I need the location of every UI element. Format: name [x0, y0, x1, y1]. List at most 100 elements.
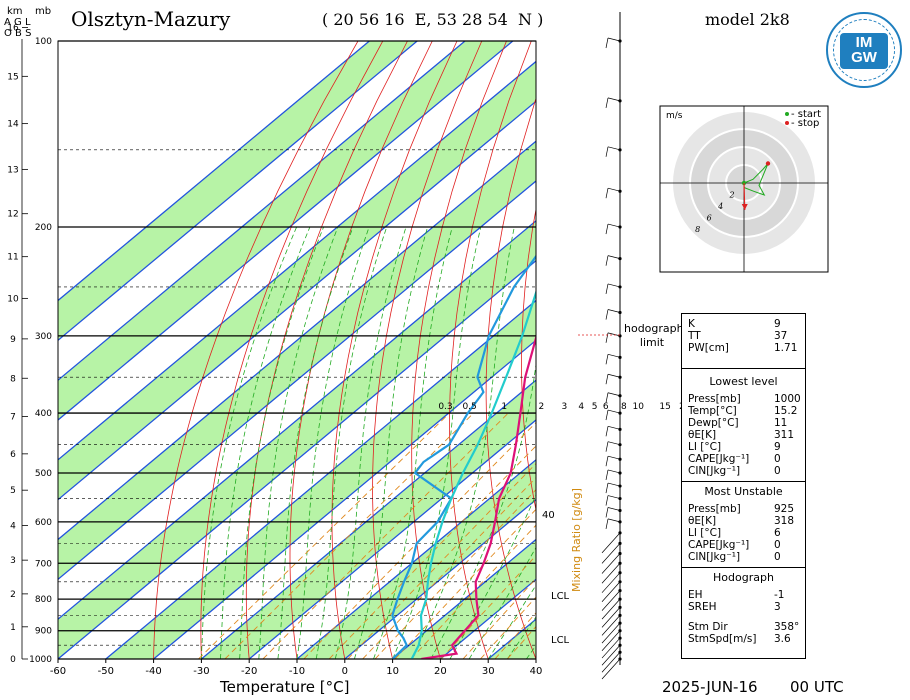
general-index-row: PW[cm] 1.71	[682, 342, 805, 354]
most-unstable-key: CAPE[Jkg⁻¹]	[688, 539, 750, 551]
profile-line-1	[391, 254, 536, 659]
hodograph-trace	[743, 163, 769, 196]
wind-barb	[607, 518, 621, 523]
isotherm	[200, 379, 536, 659]
isotherm	[58, 41, 418, 342]
obs-label: O B S	[4, 28, 32, 39]
most-unstable-key: θE[K]	[688, 515, 717, 527]
general-index-value: 37	[774, 330, 788, 342]
most-unstable-title: Most Unstable	[704, 485, 783, 498]
most-unstable-row: θE[K] 318	[682, 515, 805, 527]
mixing-ratio-label: 1	[501, 402, 507, 412]
pressure-tick: 900	[35, 627, 52, 637]
wind-barb	[607, 495, 621, 499]
x-tick: 30	[482, 666, 495, 677]
dry-adiabats	[153, 41, 638, 672]
isotherm	[58, 259, 536, 659]
wind-barb-axis	[578, 12, 622, 680]
km-tick: 15	[7, 72, 18, 82]
pressure-tick-labels: 1000 900 800 700 600 500 400 300 200 100	[29, 37, 52, 665]
wind-barb	[601, 630, 621, 651]
x-tick: -50	[98, 666, 114, 677]
hodograph-stop-point	[765, 161, 771, 166]
general-index-value: 1.71	[774, 342, 798, 354]
legend-stop: - stop	[791, 118, 819, 129]
lowest-level-section: Lowest level Press[mb] 1000 Temp[°C] 15.2 De…	[682, 375, 805, 482]
lowest-level-row: θE[K] 311	[682, 429, 805, 441]
imgw-logo-text: IM GW	[851, 34, 877, 66]
lowest-level-key: Press[mb]	[688, 393, 741, 405]
km-tick: 1	[10, 623, 16, 633]
isotherm	[296, 458, 536, 659]
pressure-tick: 800	[35, 595, 52, 605]
wind-barb	[607, 354, 621, 358]
mixing-ratio-line	[394, 508, 536, 659]
wind-barb-flag	[605, 188, 609, 199]
hodograph-index-value: 3	[774, 601, 781, 613]
mixing-ratio-label: 8	[621, 402, 627, 412]
general-index-row: TT 37	[682, 330, 805, 342]
mixing-ratio-label: 6	[603, 402, 609, 412]
isotherm	[58, 180, 536, 581]
wind-barb	[607, 97, 621, 102]
isotherm	[58, 60, 536, 461]
profile-line-0	[421, 334, 536, 659]
km-tick: 5	[10, 486, 16, 496]
hodograph-ring-label: 2	[729, 190, 735, 199]
km-tick: 10	[7, 294, 19, 304]
general-indices: K 9 TT 37 PW[cm] 1.71	[682, 314, 805, 369]
isotherm	[153, 339, 536, 659]
mixing-ratio-label: 0.5	[462, 402, 476, 412]
wind-barb	[607, 187, 621, 192]
x-tick: -20	[241, 666, 257, 677]
general-index-key: K	[688, 318, 695, 330]
wind-barb-flag	[605, 37, 609, 49]
mixing-ratio-label: 4	[578, 402, 584, 412]
storm-motion-key: StmSpd[m/s]	[688, 633, 757, 645]
lowest-level-row: Temp[°C] 15.2	[682, 405, 805, 417]
wind-barb-flag	[605, 426, 609, 437]
lcl-lower-label: LCL	[551, 635, 570, 646]
x-axis-title: Temperature [°C]	[220, 678, 350, 696]
wind-barb-flag	[605, 392, 609, 403]
lowest-level-value: 9	[774, 441, 781, 453]
hodograph-section: Hodograph EH -1 SREH 3 Stm Dir 358° StmSpd[m/…	[682, 571, 805, 645]
wind-barb	[607, 332, 621, 337]
most-unstable-key: Press[mb]	[688, 503, 741, 515]
lowest-level-row: LI [°C] 9	[682, 441, 805, 453]
wind-barb-flag	[605, 469, 609, 481]
dry-adiabat	[556, 41, 638, 672]
mixing-ratio-label: 15	[659, 402, 670, 412]
km-tick: 9	[10, 335, 16, 345]
km-tick: 6	[10, 450, 16, 460]
wind-barb	[607, 283, 621, 288]
hodograph-limit-label: hodograph limit	[624, 322, 684, 350]
storm-motion-row: Stm Dir 358°	[682, 621, 805, 633]
isotherm	[58, 41, 466, 382]
wind-barb	[601, 543, 621, 564]
most-unstable-section: Most Unstable Press[mb] 925 θE[K] 318 LI [°C…	[682, 485, 805, 568]
storm-motion-row: StmSpd[m/s] 3.6	[682, 633, 805, 645]
wind-barb	[607, 223, 621, 228]
wind-barb-flag	[605, 441, 609, 452]
lowest-level-row: Press[mb] 1000	[682, 393, 805, 405]
pressure-tick: 500	[35, 469, 52, 479]
wind-barb	[607, 482, 621, 487]
wind-barb	[601, 651, 621, 673]
storm-motion-key: Stm Dir	[688, 621, 728, 633]
profile-line-2	[410, 289, 536, 659]
wind-barb-flag	[605, 283, 609, 294]
wind-barb	[607, 469, 621, 474]
storm-motion-arrowhead	[741, 204, 748, 210]
most-unstable-value: 925	[774, 503, 795, 515]
general-index-key: TT	[688, 330, 701, 342]
km-tick: 2	[10, 590, 16, 600]
km-tick: 13	[7, 165, 18, 175]
lowest-level-value: 11	[774, 417, 788, 429]
lowest-level-key: CAPE[Jkg⁻¹]	[688, 453, 750, 465]
dry-adiabat	[411, 41, 507, 659]
hodograph-ring-label: 8	[695, 225, 700, 234]
hodograph-limit-line1: hodograph	[624, 322, 684, 335]
time-label: 00 UTC	[790, 678, 844, 696]
